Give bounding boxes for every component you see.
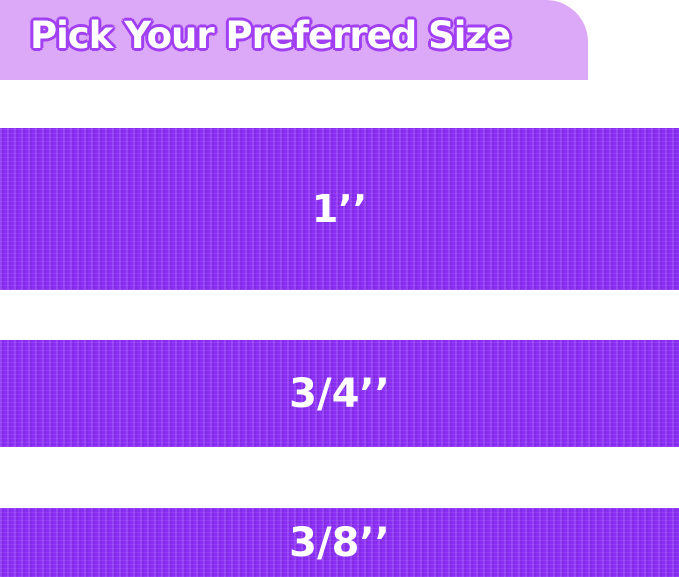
strap-size-label: 3/4’’ [289, 370, 390, 417]
strap-3-4-inch: 3/4’’ [0, 340, 679, 447]
strap-size-label: 1’’ [311, 187, 368, 231]
strap-1-inch: 1’’ [0, 128, 679, 290]
strap-3-8-inch: 3/8’’ [0, 508, 679, 577]
title-banner: Pick Your Preferred Size [0, 0, 588, 80]
strap-size-label: 3/8’’ [289, 519, 390, 566]
banner-title: Pick Your Preferred Size [30, 14, 511, 57]
